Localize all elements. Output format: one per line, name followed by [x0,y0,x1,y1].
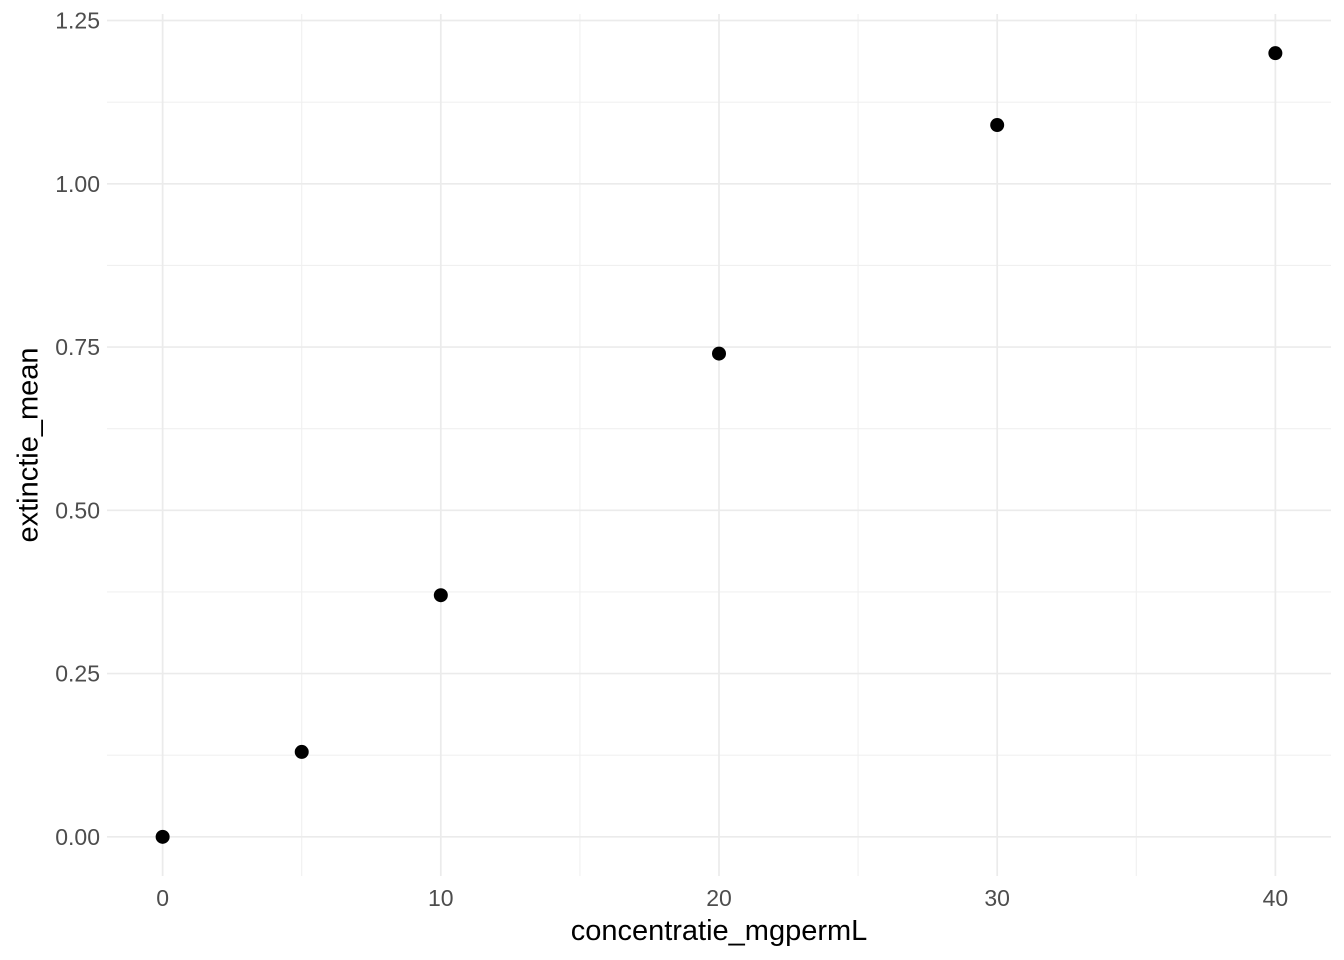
y-tick-label: 0.75 [55,334,100,360]
x-tick-label: 0 [156,885,169,911]
y-tick-label: 0.50 [55,497,100,523]
x-tick-label: 40 [1263,885,1289,911]
y-tick-label: 1.25 [55,8,100,34]
y-tick-label: 0.00 [55,824,100,850]
y-tick-label: 1.00 [55,171,100,197]
x-axis-title: concentratie_mgpermL [570,915,868,947]
data-point [433,588,448,603]
y-tick-label: 0.25 [55,661,100,687]
data-point [712,346,726,361]
x-tick-label: 20 [706,885,732,911]
data-point [1268,46,1283,61]
data-point [294,744,309,759]
x-tick-label: 10 [428,885,454,911]
data-point [155,829,170,844]
x-tick-label: 30 [984,885,1010,911]
y-axis-title: extinctie_mean [12,347,45,543]
data-point [990,118,1005,133]
